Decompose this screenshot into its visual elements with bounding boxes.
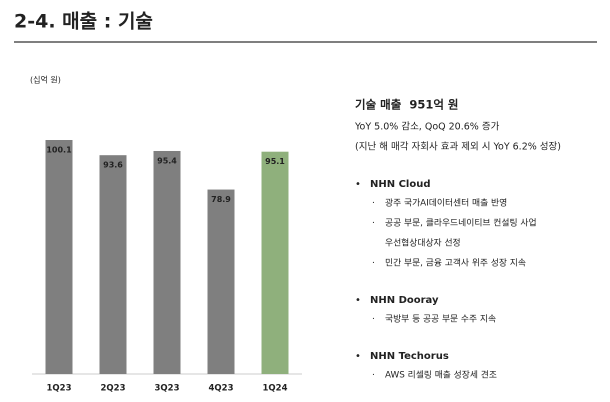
sub-bullet: · xyxy=(372,259,375,269)
sub-bullet: · xyxy=(372,315,375,325)
slide-title: 2-4. 매출 : 기술 xyxy=(14,11,153,33)
value-label: 95.4 xyxy=(157,156,177,165)
value-label: 93.6 xyxy=(103,161,123,170)
sub-bullet: · xyxy=(372,219,375,229)
sub-bullet: · xyxy=(372,371,375,381)
x-tick-label: 1Q24 xyxy=(263,384,288,394)
bar xyxy=(261,151,289,374)
summary-line: (지난 해 매각 자회사 효과 제외 시 YoY 6.2% 성장) xyxy=(355,141,561,153)
bullet: • xyxy=(355,351,361,362)
section-title: NHN Techorus xyxy=(370,351,449,362)
item-text: 광주 국가AI데이터센터 매출 반영 xyxy=(385,197,507,209)
bar xyxy=(45,140,73,374)
section-title: NHN Dooray xyxy=(370,295,439,306)
summary-line: YoY 5.0% 감소, QoQ 20.6% 증가 xyxy=(354,121,500,133)
bullet: • xyxy=(355,295,361,306)
y-axis-label: (십억 원) xyxy=(30,75,61,85)
x-tick-label: 2Q23 xyxy=(101,384,126,394)
item-text: 민간 부문, 금융 고객사 위주 성장 지속 xyxy=(385,258,526,269)
item-text: AWS 리셀링 매출 성장세 견조 xyxy=(385,369,497,381)
sub-bullet: · xyxy=(372,199,375,209)
bar xyxy=(99,155,127,374)
x-tick-label: 3Q23 xyxy=(155,384,180,394)
item-text: 국방부 등 공공 부문 수주 지속 xyxy=(385,314,496,325)
value-label: 95.1 xyxy=(265,157,285,166)
item-text: 공공 부문, 클라우드네이티브 컨설팅 사업 xyxy=(385,218,537,229)
x-tick-label: 4Q23 xyxy=(209,384,234,394)
x-tick-label: 1Q23 xyxy=(47,384,72,394)
value-label: 78.9 xyxy=(211,195,231,204)
bar xyxy=(207,189,235,374)
section-title: NHN Cloud xyxy=(370,179,431,190)
headline: 기술 매출 951억 원 xyxy=(355,98,459,112)
item-text: 우선협상대상자 선정 xyxy=(385,237,461,249)
value-label: 100.1 xyxy=(46,146,72,155)
bullet: • xyxy=(355,179,361,190)
bar xyxy=(153,150,181,374)
